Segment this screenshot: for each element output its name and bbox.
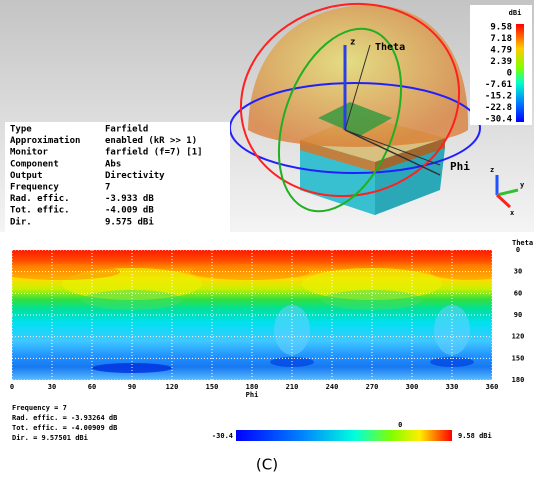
caption: (C) xyxy=(256,456,278,474)
theta-label: Theta xyxy=(375,42,405,53)
y-tick-label: 0 xyxy=(516,246,520,254)
info-value: Abs xyxy=(105,159,121,169)
summary-line: Dir. = 9.57501 dBi xyxy=(12,434,88,442)
info-value: Directivity xyxy=(105,170,165,181)
x-tick-label: 120 xyxy=(166,383,179,391)
summary-line: Rad. effic. = -3.93264 dB xyxy=(12,414,117,422)
y-tick-label: 120 xyxy=(512,333,525,341)
colorbar-tick-label: 7.18 xyxy=(490,34,512,44)
x-tick-label: 360 xyxy=(486,383,499,391)
scale-min: -30.4 xyxy=(212,432,233,440)
info-key: Monitor xyxy=(10,147,49,158)
info-key: Component xyxy=(10,159,59,169)
colorbar-tick-label: 0 xyxy=(507,69,512,79)
x-tick-label: 180 xyxy=(246,383,259,391)
x-tick-label: 210 xyxy=(286,383,299,391)
colorbar-tick-label: 2.39 xyxy=(490,57,512,67)
colorbar-tick-label: 4.79 xyxy=(490,46,512,56)
summary-line: Frequency = 7 xyxy=(12,404,67,412)
colorbar-tick-label: -30.4 xyxy=(485,115,513,125)
y-tick-label: 90 xyxy=(514,311,522,319)
colorbar-tick-label: -7.61 xyxy=(485,80,512,90)
x-axis-label: Phi xyxy=(246,391,259,399)
x-tick-label: 60 xyxy=(88,383,96,391)
z-label: z xyxy=(350,38,355,48)
info-value: -3.933 dB xyxy=(105,194,154,204)
x-tick-label: 150 xyxy=(206,383,219,391)
y-tick-label: 60 xyxy=(514,289,522,297)
y-axis-label: Theta xyxy=(512,239,533,247)
x-tick-label: 300 xyxy=(406,383,419,391)
triad-label: z xyxy=(490,166,494,174)
info-value: 9.575 dBi xyxy=(105,216,154,227)
info-value: -4.009 dB xyxy=(105,206,154,216)
info-key: Frequency xyxy=(10,183,59,193)
y-tick-label: 30 xyxy=(514,268,522,276)
info-key: Tot. effic. xyxy=(10,205,70,216)
colorbar-tick-label: -15.2 xyxy=(485,92,512,102)
colorbar-tick-label: 9.58 xyxy=(490,23,512,33)
phi-label: Phi xyxy=(450,160,470,173)
x-tick-label: 270 xyxy=(366,383,379,391)
info-key: Dir. xyxy=(10,216,32,227)
colorbar-tick-label: -22.8 xyxy=(485,103,512,113)
info-value: enabled (kR >> 1) xyxy=(105,136,197,146)
info-value: Farfield xyxy=(105,124,148,135)
y-tick-label: 180 xyxy=(512,376,525,384)
info-value: farfield (f=7) [1] xyxy=(105,147,203,158)
info-value: 7 xyxy=(105,183,110,193)
summary-line: Tot. effic. = -4.00909 dB xyxy=(12,424,117,432)
scale-max: 9.58 dBi xyxy=(458,432,492,440)
colorbar-unit: dBi xyxy=(509,9,522,17)
info-key: Output xyxy=(10,171,43,181)
y-tick-label: 150 xyxy=(512,354,525,362)
scale-zero: 0 xyxy=(398,421,402,429)
info-key: Type xyxy=(10,125,32,135)
info-key: Rad. effic. xyxy=(10,193,70,204)
colorbar xyxy=(516,24,524,122)
info-key: Approximation xyxy=(10,135,80,146)
scale-bar xyxy=(236,430,452,441)
x-tick-label: 240 xyxy=(326,383,339,391)
x-tick-label: 90 xyxy=(128,383,136,391)
x-tick-label: 0 xyxy=(10,383,14,391)
figure: zThetaPhizyxdBi9.587.184.792.390-7.61-15… xyxy=(0,0,534,477)
x-tick-label: 30 xyxy=(48,383,56,391)
x-tick-label: 330 xyxy=(446,383,459,391)
